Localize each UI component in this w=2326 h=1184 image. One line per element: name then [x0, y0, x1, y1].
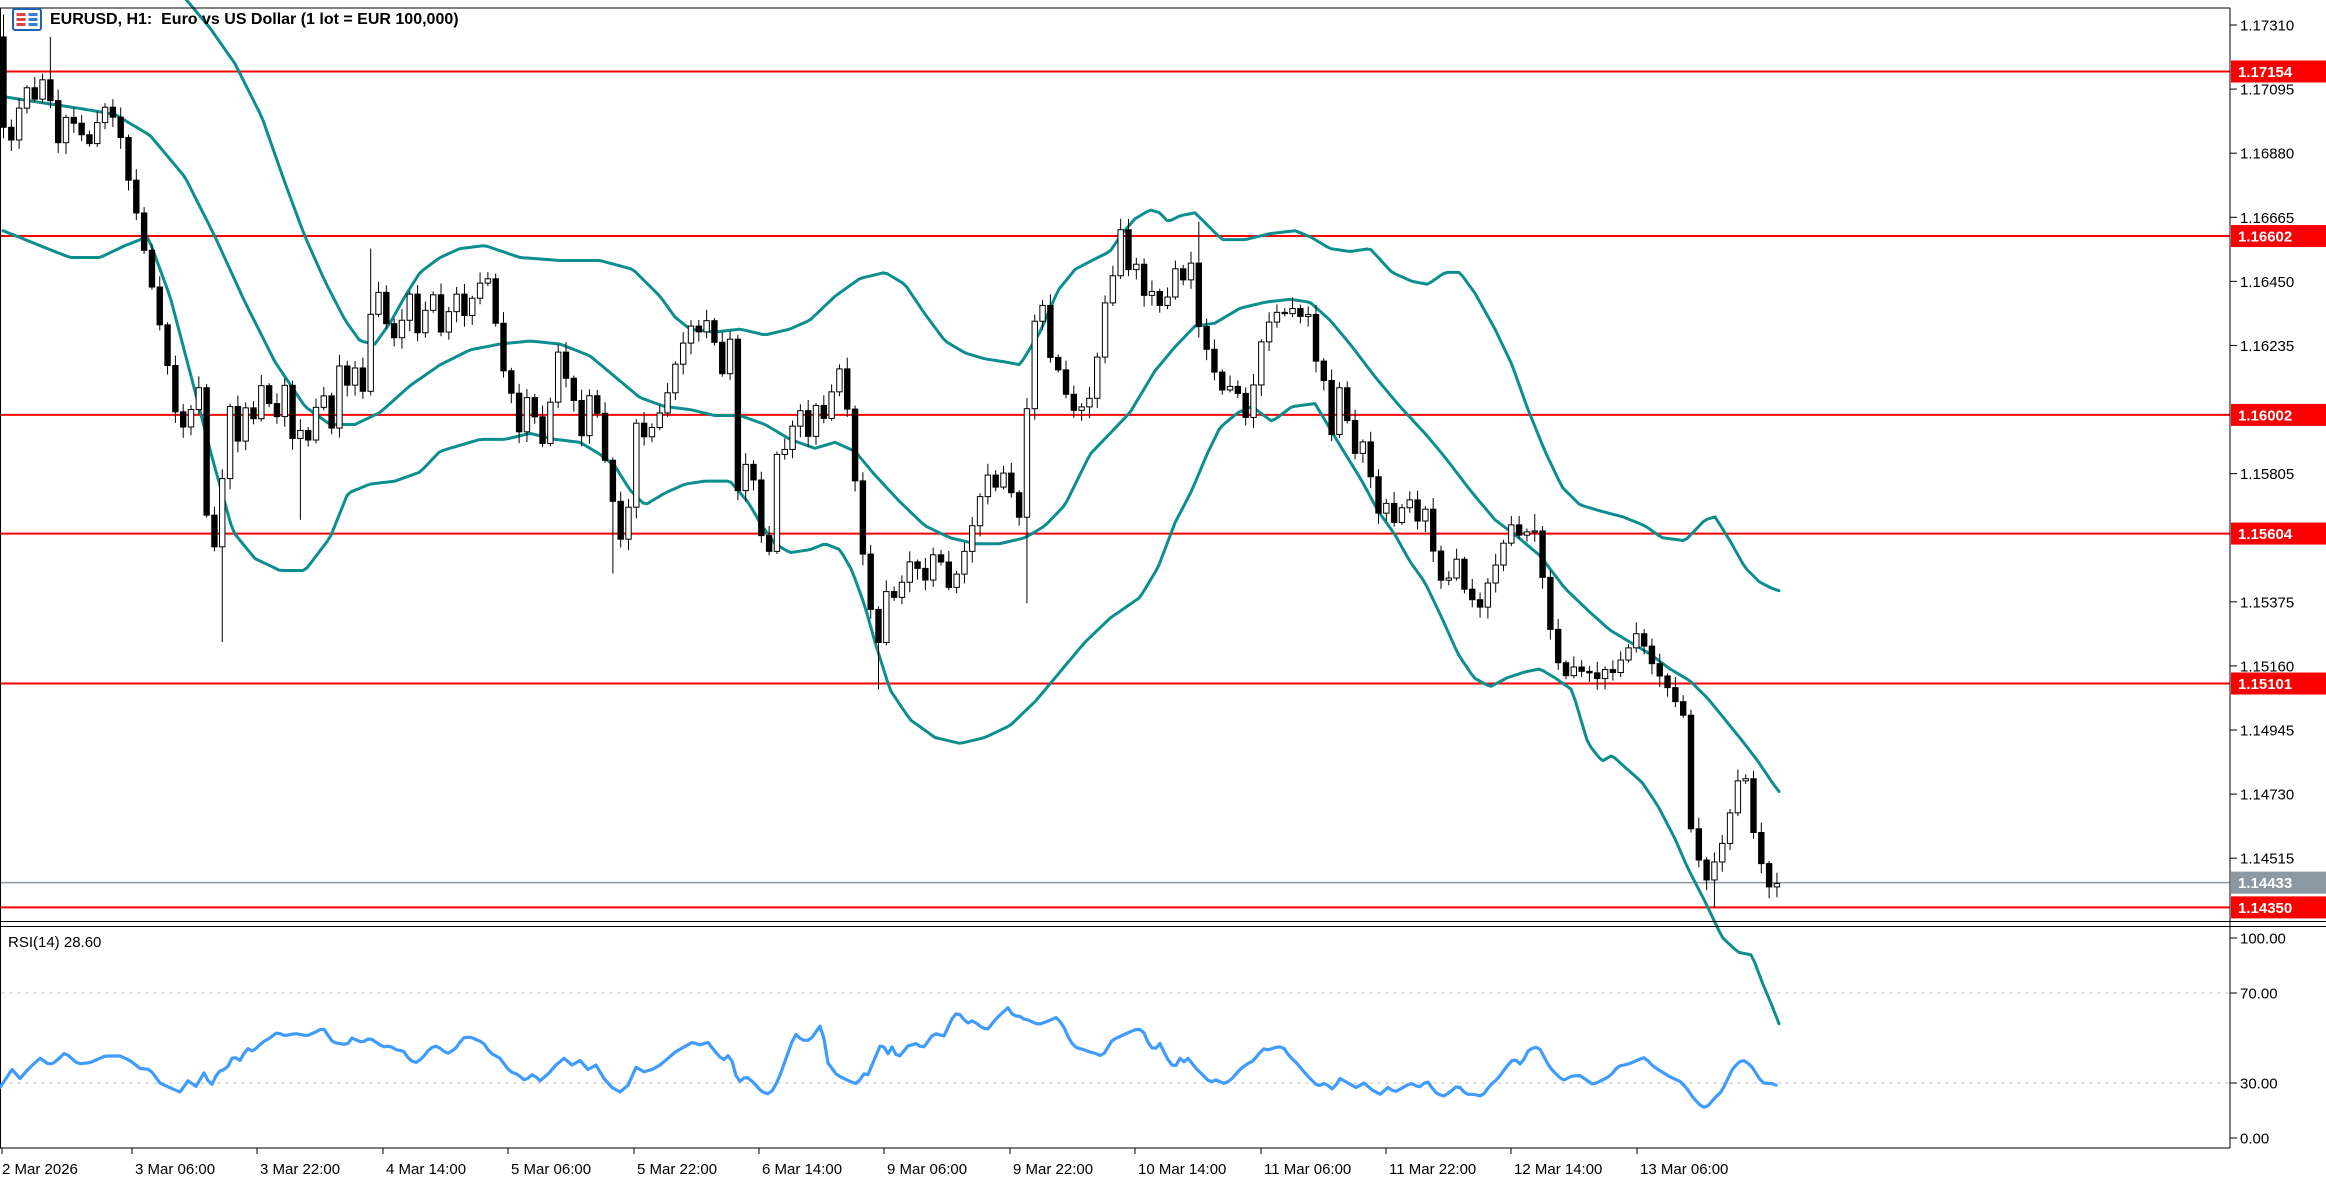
price-tick-label: 1.14945	[2240, 723, 2294, 740]
bollinger-upper-band	[184, 0, 1781, 593]
price-tick-label: 1.16880	[2240, 146, 2294, 163]
time-tick-label: 2 Mar 2026	[2, 1161, 78, 1178]
time-tick-label: 5 Mar 06:00	[511, 1161, 591, 1178]
time-tick-label: 9 Mar 06:00	[887, 1161, 967, 1178]
price-tick-label: 1.15160	[2240, 658, 2294, 675]
time-axis[interactable]	[0, 1148, 2326, 1184]
level-price-badge-label: 1.15101	[2238, 676, 2292, 693]
price-axis[interactable]	[2230, 0, 2326, 1148]
rsi-tick-label: 100.00	[2240, 931, 2286, 948]
current-price-badge-label: 1.14433	[2238, 875, 2292, 892]
time-tick-label: 5 Mar 22:00	[637, 1161, 717, 1178]
level-price-badge	[2231, 522, 2326, 545]
level-price-badge	[2231, 225, 2326, 248]
chart-window-icon	[12, 8, 42, 31]
rsi-tick-label: 30.00	[2240, 1076, 2278, 1093]
time-tick-label: 10 Mar 14:00	[1138, 1161, 1226, 1178]
time-tick-label: 11 Mar 06:00	[1264, 1161, 1351, 1178]
price-tick-label: 1.16450	[2240, 274, 2294, 291]
price-tick-label: 1.15805	[2240, 466, 2294, 483]
level-price-badge-label: 1.17154	[2238, 64, 2293, 81]
level-price-badge	[2231, 403, 2326, 426]
candlestick-series	[0, 14, 1781, 908]
level-price-badge-label: 1.16002	[2238, 407, 2292, 424]
rsi-indicator-label: RSI(14) 28.60	[8, 934, 102, 951]
price-tick-label: 1.14515	[2240, 851, 2294, 868]
time-tick-label: 3 Mar 22:00	[260, 1161, 340, 1178]
price-tick-label: 1.17310	[2240, 17, 2294, 34]
price-tick-label: 1.16235	[2240, 338, 2294, 355]
time-tick-label: 9 Mar 22:00	[1013, 1161, 1093, 1178]
bollinger-middle-band	[1, 95, 1781, 793]
bollinger-lower-band	[1, 229, 1781, 1026]
time-tick-label: 3 Mar 06:00	[135, 1161, 215, 1178]
price-tick-label: 1.15375	[2240, 594, 2294, 611]
level-price-badge-label: 1.14350	[2238, 900, 2292, 917]
chart-title: EURUSD, H1: Euro vs US Dollar (1 lot = E…	[50, 11, 459, 28]
price-tick-label: 1.16665	[2240, 210, 2294, 227]
rsi-tick-label: 70.00	[2240, 986, 2278, 1003]
time-tick-label: 6 Mar 14:00	[762, 1161, 842, 1178]
rsi-line	[0, 1006, 1778, 1109]
time-tick-label: 11 Mar 22:00	[1389, 1161, 1476, 1178]
price-tick-label: 1.17095	[2240, 82, 2294, 99]
time-tick-label: 13 Mar 06:00	[1640, 1161, 1728, 1178]
time-tick-label: 4 Mar 14:00	[386, 1161, 466, 1178]
price-tick-label: 1.14730	[2240, 787, 2294, 804]
level-price-badge-label: 1.15604	[2238, 526, 2293, 543]
level-price-badge	[2231, 896, 2326, 919]
level-price-badge	[2231, 672, 2326, 695]
level-price-badge-label: 1.16602	[2238, 229, 2292, 246]
level-price-badge	[2231, 60, 2326, 83]
rsi-tick-label: 0.00	[2240, 1131, 2269, 1148]
current-price-badge	[2231, 871, 2326, 894]
time-tick-label: 12 Mar 14:00	[1514, 1161, 1602, 1178]
price-chart-area[interactable]	[0, 8, 2230, 922]
